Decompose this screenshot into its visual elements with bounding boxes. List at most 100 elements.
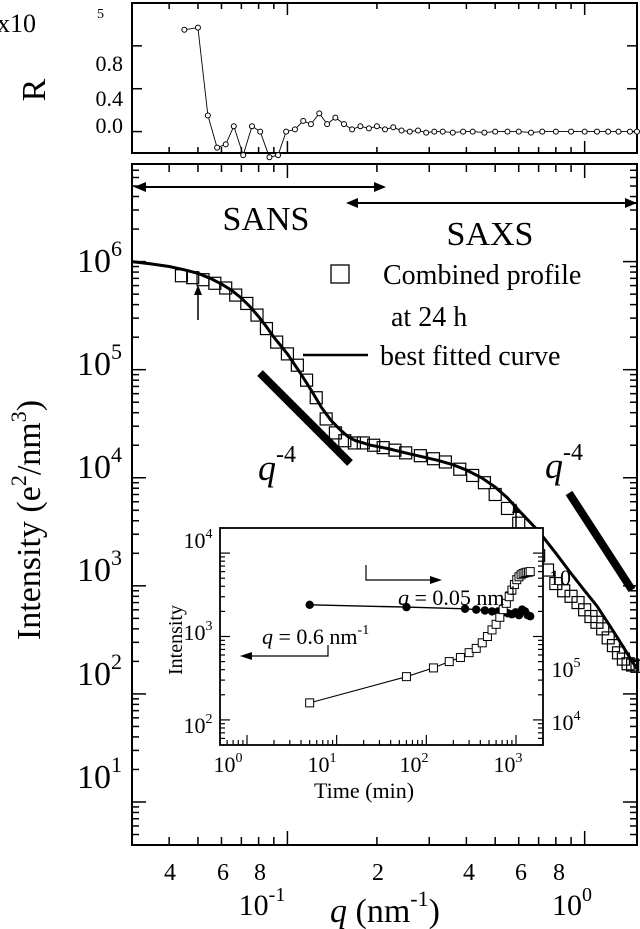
residual-point — [248, 123, 255, 130]
inset-xlabel: Time (min) — [314, 778, 414, 803]
inset-ytick-1e3: 103 — [184, 619, 213, 645]
xtick-minor-6: 6 — [217, 860, 229, 886]
residual-point — [214, 144, 221, 151]
main-legend: Combined profile at 24 h best fitted cur… — [303, 260, 581, 372]
inset-point-q06 — [444, 657, 454, 667]
residual-point — [406, 128, 413, 135]
profile-point — [500, 501, 515, 516]
profile-point — [299, 373, 314, 387]
profile-point — [413, 449, 427, 463]
marker-arrow-2-head — [512, 503, 520, 513]
profile-point — [571, 595, 585, 610]
main-ylabel: Intensity (e2/nm3) — [6, 400, 48, 640]
profile-point — [259, 321, 274, 336]
profile-point — [621, 657, 635, 671]
residual-point — [382, 126, 389, 133]
residual-point — [291, 126, 298, 133]
slope-line-right — [565, 490, 636, 593]
inset-point-q005 — [526, 612, 535, 621]
inset-point-q06 — [428, 663, 438, 673]
inset-point-q06 — [482, 632, 492, 641]
profile-point — [466, 468, 480, 483]
inset-right-tick-a: 10 — [549, 565, 571, 590]
residual-point — [504, 128, 511, 135]
inset-ylabel: Intensity — [165, 605, 187, 675]
residual-point — [469, 128, 476, 135]
profile-point — [601, 631, 615, 645]
inset-point-q06 — [455, 653, 465, 662]
slope-label-left: q-4 — [258, 442, 296, 488]
profile-point — [250, 308, 264, 322]
residual-point — [316, 110, 323, 117]
profile-point — [319, 412, 333, 426]
xtick-minor-8b: 8 — [553, 860, 565, 886]
profile-point — [174, 269, 189, 283]
inset-series-q005 — [305, 600, 535, 621]
range-arrows: SANS SAXS — [134, 182, 637, 253]
residual-point — [283, 128, 290, 135]
residual-point — [390, 124, 397, 131]
residual-point — [626, 128, 633, 135]
xtick-minor-8: 8 — [254, 860, 266, 886]
inset-point-q06 — [477, 638, 487, 648]
residual-y-ticks — [131, 2, 637, 153]
residual-series — [181, 24, 640, 161]
inset-series-q06 — [305, 567, 535, 708]
marker-arrow-1-head — [194, 285, 202, 295]
main-xlabel: q (nm-1) — [330, 886, 440, 929]
main-y-ticks — [132, 163, 637, 846]
residual-point — [357, 123, 364, 130]
profile-point — [399, 446, 413, 460]
inset-arrow-right-head — [430, 576, 442, 584]
residual-point — [460, 128, 467, 135]
residual-point — [431, 128, 438, 135]
residual-point — [222, 141, 229, 148]
residual-point — [204, 112, 211, 119]
combined-profile-series — [174, 269, 640, 673]
residual-line — [184, 27, 637, 158]
sans-arrow-right-head — [374, 182, 386, 192]
inset-label-q005: q = 0.05 nm-1 — [398, 584, 516, 610]
residual-point — [568, 128, 575, 135]
profile-point — [309, 391, 323, 405]
residual-point — [515, 128, 522, 135]
inset-point-q005 — [402, 602, 411, 612]
profile-point — [186, 271, 200, 285]
profile-point — [606, 638, 621, 653]
residual-point — [439, 128, 446, 135]
residual-panel: 1.2x10 5 0.8 0.4 0.0 R — [0, 2, 640, 161]
legend-at-24h: at 24 h — [391, 302, 467, 333]
residual-ylabel: R — [16, 78, 53, 101]
inset-point-q005 — [305, 600, 314, 609]
residual-point — [615, 128, 622, 135]
residual-point — [398, 127, 405, 134]
inset-arrow-left-line — [248, 645, 329, 657]
saxs-label: SAXS — [447, 216, 534, 253]
ytick-1e2: 102 — [77, 649, 122, 693]
profile-point — [549, 576, 563, 591]
residual-ytick-top: 1.2x10 — [0, 9, 36, 38]
residual-ytick-top-exp: 5 — [97, 7, 104, 22]
inset-point-q005 — [480, 606, 490, 615]
main-y-tick-labels: 106 105 104 103 102 101 — [77, 236, 122, 796]
slope-label-right: q-4 — [545, 440, 583, 486]
residual-point — [230, 123, 237, 130]
main-x-ticks — [131, 164, 586, 845]
profile-point — [453, 462, 467, 476]
inset-ytick-1e4: 104 — [184, 527, 213, 553]
profile-point — [626, 658, 640, 672]
profile-point — [229, 288, 243, 302]
inset-right-tick-1e4: 104 — [552, 709, 581, 735]
ytick-1e1: 101 — [77, 752, 122, 796]
profile-point — [338, 434, 352, 448]
inset-arrow-right-line — [365, 565, 435, 581]
ytick-1e6: 106 — [77, 236, 122, 280]
residual-point — [332, 114, 339, 121]
inset-panel: 104 103 102 Intensity 100 101 102 103 Ti… — [165, 527, 581, 803]
profile-point — [219, 281, 233, 295]
ytick-1e5: 105 — [77, 339, 122, 383]
residual-point — [365, 125, 372, 132]
residual-point — [581, 128, 588, 135]
xtick-minor-4: 4 — [164, 860, 176, 886]
